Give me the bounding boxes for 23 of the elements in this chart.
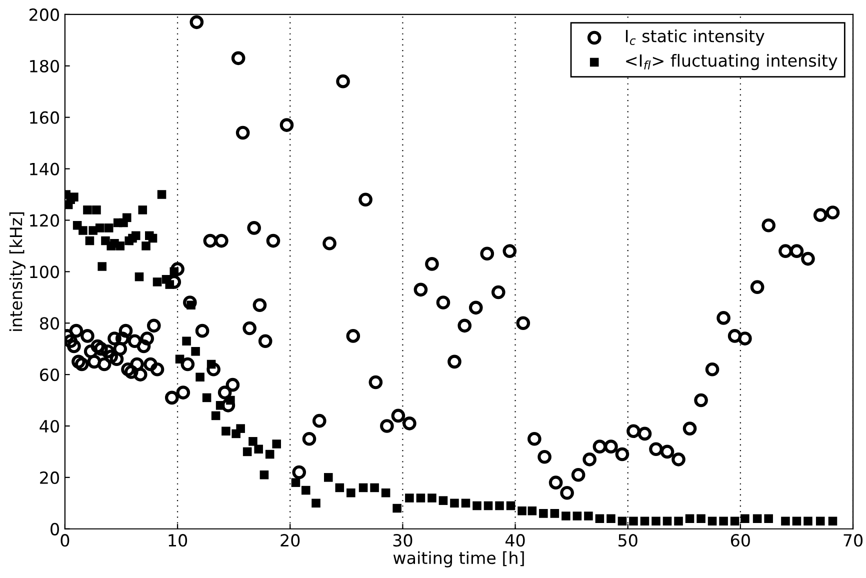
- legend-label: <I$_{fl}$> fluctuating intensity: [626, 54, 838, 70]
- y-tick-label: 60: [40, 368, 59, 382]
- y-axis-title: intensity [kHz]: [9, 212, 26, 331]
- y-tick-label: 180: [30, 60, 59, 72]
- y-tick-label: 120: [30, 214, 59, 227]
- x-axis-title: waiting time [h]: [393, 551, 524, 568]
- y-tick-label: 20: [40, 471, 59, 484]
- legend-label: I$_{c}$ static intensity: [626, 29, 764, 46]
- x-tick-label: 0: [60, 534, 70, 547]
- y-tick-label: 100: [30, 266, 59, 278]
- y-tick-label: 200: [30, 8, 59, 22]
- y-tick-label: 140: [30, 162, 59, 176]
- x-tick-label: 50: [618, 534, 638, 547]
- x-tick-label: 70: [844, 534, 863, 547]
- x-tick-label: 60: [730, 534, 750, 547]
- x-tick-label: 20: [280, 534, 300, 547]
- y-tick-label: 0: [50, 522, 59, 536]
- y-tick-label: 160: [30, 111, 59, 124]
- y-tick-label: 80: [40, 317, 59, 330]
- y-tick-label: 40: [40, 420, 59, 433]
- x-tick-label: 40: [505, 534, 525, 547]
- x-tick-label: 10: [168, 534, 188, 547]
- x-tick-label: 30: [393, 534, 412, 547]
